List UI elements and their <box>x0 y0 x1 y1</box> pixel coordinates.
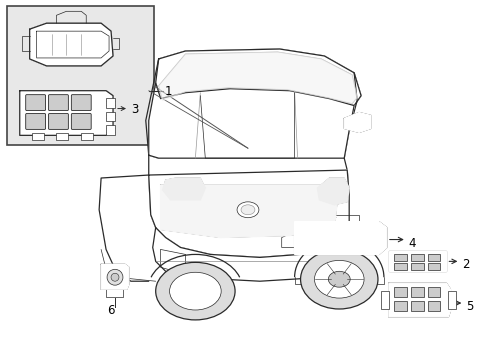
Polygon shape <box>30 23 113 66</box>
Bar <box>427 287 440 297</box>
Text: 6: 6 <box>107 304 115 317</box>
FancyBboxPatch shape <box>48 113 68 129</box>
Text: 4: 4 <box>408 237 415 250</box>
Bar <box>447 291 455 309</box>
Bar <box>410 287 423 297</box>
Bar <box>427 255 440 261</box>
FancyBboxPatch shape <box>71 113 91 129</box>
Polygon shape <box>388 251 446 271</box>
Bar <box>32 133 43 140</box>
FancyBboxPatch shape <box>71 95 91 111</box>
Text: 5: 5 <box>466 300 473 312</box>
Ellipse shape <box>169 272 221 310</box>
Bar <box>106 112 115 121</box>
Ellipse shape <box>300 249 377 309</box>
Text: 2: 2 <box>461 258 469 271</box>
Polygon shape <box>101 264 129 289</box>
Polygon shape <box>148 170 348 257</box>
Ellipse shape <box>241 205 254 215</box>
Text: 1: 1 <box>164 85 172 98</box>
Text: 3: 3 <box>131 103 138 116</box>
Bar <box>393 287 406 297</box>
Bar <box>7 6 153 145</box>
Polygon shape <box>20 91 113 135</box>
Polygon shape <box>155 49 360 105</box>
Polygon shape <box>294 222 386 255</box>
Ellipse shape <box>237 202 258 218</box>
Polygon shape <box>152 228 348 281</box>
Polygon shape <box>163 178 205 200</box>
Bar <box>380 291 388 309</box>
Polygon shape <box>158 52 356 104</box>
Polygon shape <box>317 178 348 205</box>
Polygon shape <box>388 283 449 317</box>
Ellipse shape <box>314 260 364 298</box>
Bar <box>106 125 115 135</box>
Bar <box>410 264 423 270</box>
Bar <box>427 264 440 270</box>
Bar <box>393 264 406 270</box>
Ellipse shape <box>155 262 235 320</box>
Polygon shape <box>161 185 339 238</box>
Ellipse shape <box>327 271 349 287</box>
Bar <box>56 133 68 140</box>
FancyBboxPatch shape <box>48 95 68 111</box>
Polygon shape <box>344 113 370 132</box>
Polygon shape <box>148 83 353 158</box>
Circle shape <box>107 269 122 285</box>
Bar <box>81 133 93 140</box>
FancyBboxPatch shape <box>26 95 45 111</box>
Bar <box>393 301 406 311</box>
Bar <box>410 255 423 261</box>
Bar <box>393 255 406 261</box>
Circle shape <box>111 273 119 281</box>
Bar <box>410 301 423 311</box>
FancyBboxPatch shape <box>26 113 45 129</box>
Bar <box>106 98 115 108</box>
Bar <box>427 301 440 311</box>
